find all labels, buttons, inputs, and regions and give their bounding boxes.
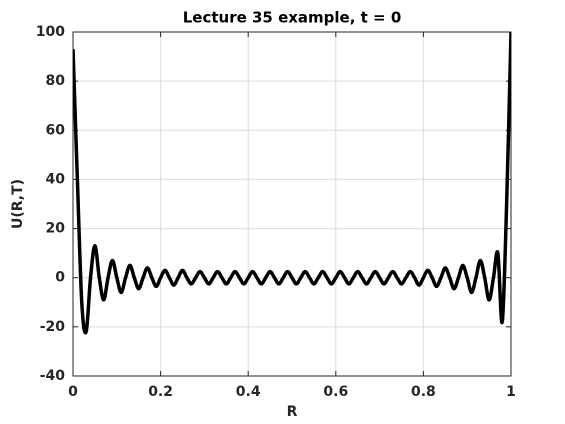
chart-title: Lecture 35 example, t = 0 <box>183 9 402 27</box>
y-axis-label: U(R,T) <box>10 179 26 229</box>
y-tick-label: -20 <box>40 319 66 335</box>
x-tick-label: 0.2 <box>148 384 173 400</box>
x-axis-label: R <box>287 404 298 420</box>
y-tick-label: -40 <box>40 368 66 384</box>
plot-frame <box>72 31 512 377</box>
x-tick-label: 1 <box>506 384 516 400</box>
y-tick-label: 0 <box>55 270 65 286</box>
x-tick-label: 0.4 <box>236 384 261 400</box>
y-tick-label: 100 <box>36 24 65 40</box>
y-tick-label: 60 <box>46 122 66 138</box>
y-tick-label: 40 <box>46 171 66 187</box>
y-tick-label: 20 <box>46 221 66 237</box>
x-tick-label: 0 <box>68 384 78 400</box>
data-line <box>73 31 511 335</box>
x-tick-label: 0.8 <box>411 384 436 400</box>
x-tick-label: 0.6 <box>323 384 348 400</box>
y-tick-label: 80 <box>46 73 66 89</box>
